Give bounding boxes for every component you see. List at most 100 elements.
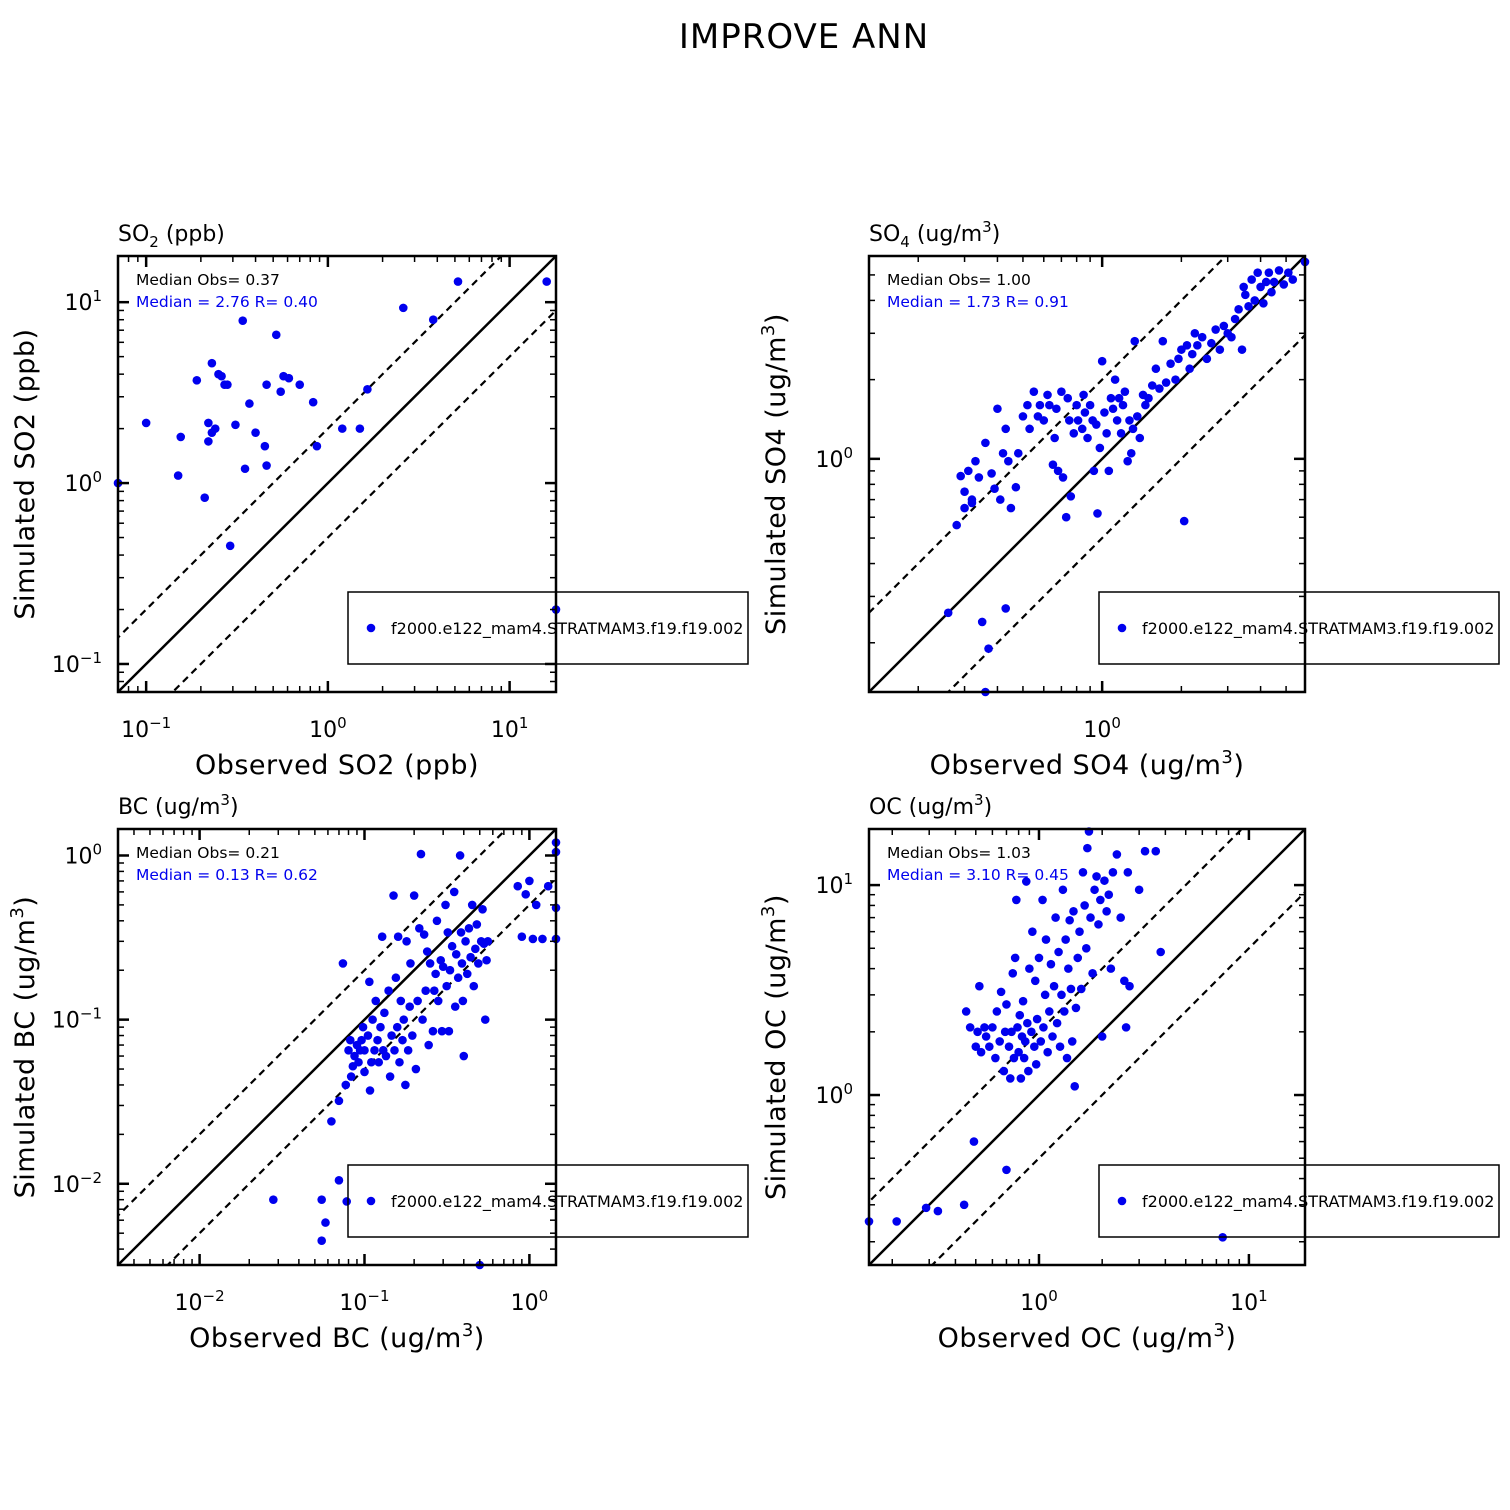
data-point: [1179, 516, 1189, 526]
data-point: [1034, 953, 1044, 963]
data-point: [1066, 492, 1076, 501]
data-point: [461, 937, 470, 946]
data-point: [1097, 356, 1107, 366]
data-point: [1008, 969, 1018, 978]
data-point: [542, 277, 552, 286]
data-point: [327, 1117, 336, 1126]
data-point: [1072, 400, 1081, 410]
data-point: [422, 947, 432, 956]
data-point: [1089, 466, 1099, 476]
data-point: [1075, 927, 1084, 936]
data-point: [1073, 953, 1083, 963]
data-point: [1036, 1037, 1046, 1046]
data-point: [1151, 364, 1161, 374]
data-point: [455, 851, 465, 860]
data-point: [395, 1057, 404, 1067]
data-point: [1166, 359, 1175, 368]
data-point: [1100, 408, 1109, 417]
data-point: [528, 934, 538, 944]
x-tick-base: 10: [339, 1291, 367, 1316]
data-point: [521, 890, 531, 899]
x-tick-label: 100: [1020, 1287, 1058, 1316]
data-point: [1011, 482, 1021, 492]
y-tick-base: 10: [815, 874, 843, 899]
data-points: [864, 827, 1227, 1242]
panel-title-superscript: 3: [220, 791, 230, 809]
data-point: [450, 1002, 460, 1011]
data-point: [432, 916, 442, 926]
data-point: [1108, 868, 1118, 877]
x-tick-base: 10: [1020, 1291, 1048, 1316]
x-tick-exponent: 0: [1048, 1287, 1058, 1305]
axis-ticks: [869, 256, 1305, 692]
data-point: [260, 441, 270, 451]
x-tick-label: 101: [491, 714, 529, 743]
data-point: [1025, 964, 1034, 973]
data-point: [959, 1200, 969, 1210]
x-axis-label-superscript: 3: [1221, 747, 1233, 768]
data-point: [1158, 336, 1168, 346]
data-point: [380, 1008, 389, 1018]
x-tick-exponent: 1: [1258, 1287, 1268, 1305]
data-point: [1227, 332, 1236, 342]
y-tick-base: 10: [64, 844, 92, 869]
data-point: [1069, 429, 1079, 438]
data-point: [457, 959, 467, 968]
data-point: [1125, 981, 1134, 991]
data-point: [977, 617, 987, 627]
data-point: [341, 1080, 351, 1090]
data-point: [1250, 296, 1260, 305]
data-point: [262, 380, 271, 389]
data-point: [391, 973, 401, 983]
data-point: [981, 1032, 991, 1041]
data-point: [1020, 1037, 1030, 1046]
y-tick-exponent: 0: [92, 840, 102, 858]
data-point: [409, 891, 419, 900]
legend-label: f2000.e122_mam4.STRATMAM3.f19.f19.002: [1142, 619, 1494, 639]
data-point: [1234, 305, 1243, 314]
y-tick-label: 100: [815, 444, 853, 473]
two-to-one-line: [118, 256, 503, 640]
one-to-two-line: [946, 333, 1305, 692]
x-tick-exponent: 0: [1111, 714, 1121, 732]
data-point: [1039, 416, 1049, 425]
data-point: [317, 1195, 326, 1204]
data-point: [1004, 1042, 1014, 1051]
data-point: [210, 424, 220, 433]
data-point: [921, 1203, 931, 1213]
data-point: [308, 397, 318, 407]
one-to-one-line: [118, 256, 556, 692]
data-point: [1053, 466, 1063, 476]
y-tick-exponent: 1: [92, 287, 102, 305]
data-point: [295, 380, 305, 389]
data-point: [1102, 907, 1111, 916]
data-point: [425, 959, 435, 968]
data-point: [377, 932, 387, 942]
x-axis-label-text: Observed SO4 (ug/m: [930, 750, 1222, 781]
panel-title: OC (ug/m3): [869, 791, 992, 820]
data-point: [438, 962, 448, 972]
data-point: [240, 464, 250, 474]
x-axis-label-superscript: 3: [1213, 1320, 1225, 1341]
y-tick-base: 10: [815, 448, 843, 473]
data-point: [1190, 328, 1200, 338]
data-point: [1012, 895, 1021, 905]
legend-label: f2000.e122_mam4.STRATMAM3.f19.f19.002: [1142, 1192, 1494, 1212]
data-point: [1112, 850, 1122, 859]
data-point: [1123, 868, 1133, 877]
y-axis-label-text: Simulated SO2 (ppb): [10, 328, 41, 619]
data-point: [1023, 1018, 1032, 1028]
y-axis-label-end: ): [761, 894, 792, 905]
panel-title-superscript: 3: [974, 791, 984, 809]
data-point: [1007, 1027, 1016, 1037]
data-point: [995, 1037, 1005, 1046]
data-point: [1038, 895, 1047, 905]
data-point: [384, 986, 393, 996]
panel-title-end: ): [984, 795, 993, 820]
data-point: [1110, 375, 1120, 384]
legend-marker: [1117, 1196, 1127, 1206]
x-tick-label: 100: [511, 1287, 549, 1316]
data-point: [1062, 1053, 1072, 1063]
